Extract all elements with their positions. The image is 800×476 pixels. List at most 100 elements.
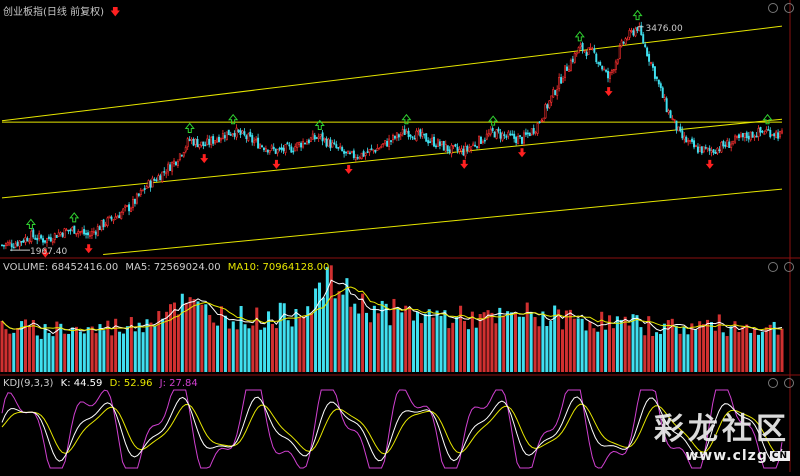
buy-signal-icon	[25, 218, 36, 229]
candle-body	[636, 27, 639, 31]
sell-signal-icon	[705, 159, 714, 169]
volume-close-button[interactable]	[784, 262, 794, 272]
candle-body	[736, 136, 739, 139]
candle-body	[493, 131, 496, 138]
candle-body	[599, 61, 602, 66]
candle-body	[276, 149, 279, 154]
volume-bar	[713, 330, 717, 372]
candle-body	[411, 136, 414, 139]
candle-body	[491, 127, 494, 131]
volume-bar	[412, 320, 416, 372]
candle-body	[479, 136, 482, 144]
kdj-maximize-button[interactable]	[768, 378, 778, 388]
candle-body	[632, 30, 635, 36]
volume-bar	[67, 333, 71, 372]
candle-body	[466, 145, 469, 151]
candle-body	[186, 138, 189, 148]
candle-body	[728, 141, 731, 148]
candle-body	[298, 142, 301, 145]
volume-bar	[545, 326, 549, 372]
volume-bar	[780, 328, 784, 372]
candle-body	[706, 147, 709, 150]
candle-body	[419, 129, 422, 137]
candle-body	[687, 140, 690, 143]
volume-bar	[764, 327, 768, 372]
volume-bar	[149, 322, 153, 372]
candle-body	[216, 138, 219, 143]
candle-body	[264, 148, 267, 152]
candle-body	[564, 65, 566, 78]
close-button[interactable]	[784, 3, 794, 13]
kdj-close-button[interactable]	[784, 378, 794, 388]
candle-body	[184, 147, 187, 152]
candle-body	[605, 70, 608, 72]
volume-bar	[161, 318, 165, 372]
candle-body	[286, 142, 289, 145]
candle-body	[483, 139, 486, 142]
candle-body	[171, 162, 174, 172]
candle-body	[153, 179, 156, 181]
candle-body	[403, 129, 406, 135]
maximize-button[interactable]	[768, 3, 778, 13]
candle-body	[372, 149, 375, 152]
volume-bar	[302, 316, 306, 372]
candle-body	[374, 150, 377, 153]
candle-body	[655, 76, 658, 79]
candle-body	[339, 146, 342, 149]
red-down-arrow-icon: 🡇	[110, 7, 121, 18]
candle-body	[305, 141, 308, 145]
volume-bar	[608, 315, 612, 372]
candle-body	[356, 157, 359, 159]
candle-body	[380, 146, 383, 148]
low-price-label: 1967.40	[30, 247, 67, 257]
candle-body	[603, 68, 606, 71]
candle-body	[26, 238, 29, 242]
candle-body	[540, 120, 543, 122]
candle-body	[722, 141, 725, 147]
candle-body	[409, 134, 412, 137]
candle-body	[427, 140, 430, 144]
candle-body	[81, 230, 84, 233]
volume-bar	[384, 303, 388, 372]
candle-body	[693, 140, 696, 148]
candle-body	[704, 147, 707, 149]
candle-body	[382, 143, 385, 146]
volume-bar	[133, 331, 137, 372]
candle-body	[749, 131, 752, 141]
ma10-value: MA10: 70964128.00	[227, 262, 330, 273]
volume-bar	[51, 336, 55, 372]
candle-body	[626, 38, 629, 41]
volume-bar	[314, 288, 318, 372]
candle-body	[221, 133, 224, 140]
kdj-k-value: K: 44.59	[60, 378, 103, 389]
candle-body	[163, 171, 166, 173]
candle-body	[34, 237, 37, 240]
candle-body	[751, 131, 754, 138]
volume-bar	[31, 319, 35, 372]
candle-body	[268, 150, 271, 153]
candle-body	[667, 110, 670, 113]
volume-bar	[0, 320, 4, 372]
candle-body	[577, 47, 580, 54]
candle-body	[423, 133, 426, 136]
candle-body	[583, 50, 586, 53]
candle-body	[331, 142, 334, 148]
candle-body	[679, 126, 682, 132]
volume-bar	[627, 325, 631, 372]
buy-signal-icon	[632, 9, 643, 21]
candle-body	[530, 128, 533, 135]
candle-body	[296, 142, 299, 149]
candle-body	[393, 135, 396, 139]
volume-bar	[470, 311, 474, 372]
high-price-label: 3476.00	[646, 24, 683, 34]
volume-bar	[376, 313, 380, 372]
candle-body	[45, 238, 48, 243]
sell-signal-icon	[460, 159, 469, 169]
volume-maximize-button[interactable]	[768, 262, 778, 272]
kdj-k-line	[1, 396, 783, 462]
candle-body	[6, 242, 9, 246]
candle-body	[104, 224, 107, 226]
volume-bar	[451, 322, 455, 372]
candle-body	[779, 131, 782, 138]
